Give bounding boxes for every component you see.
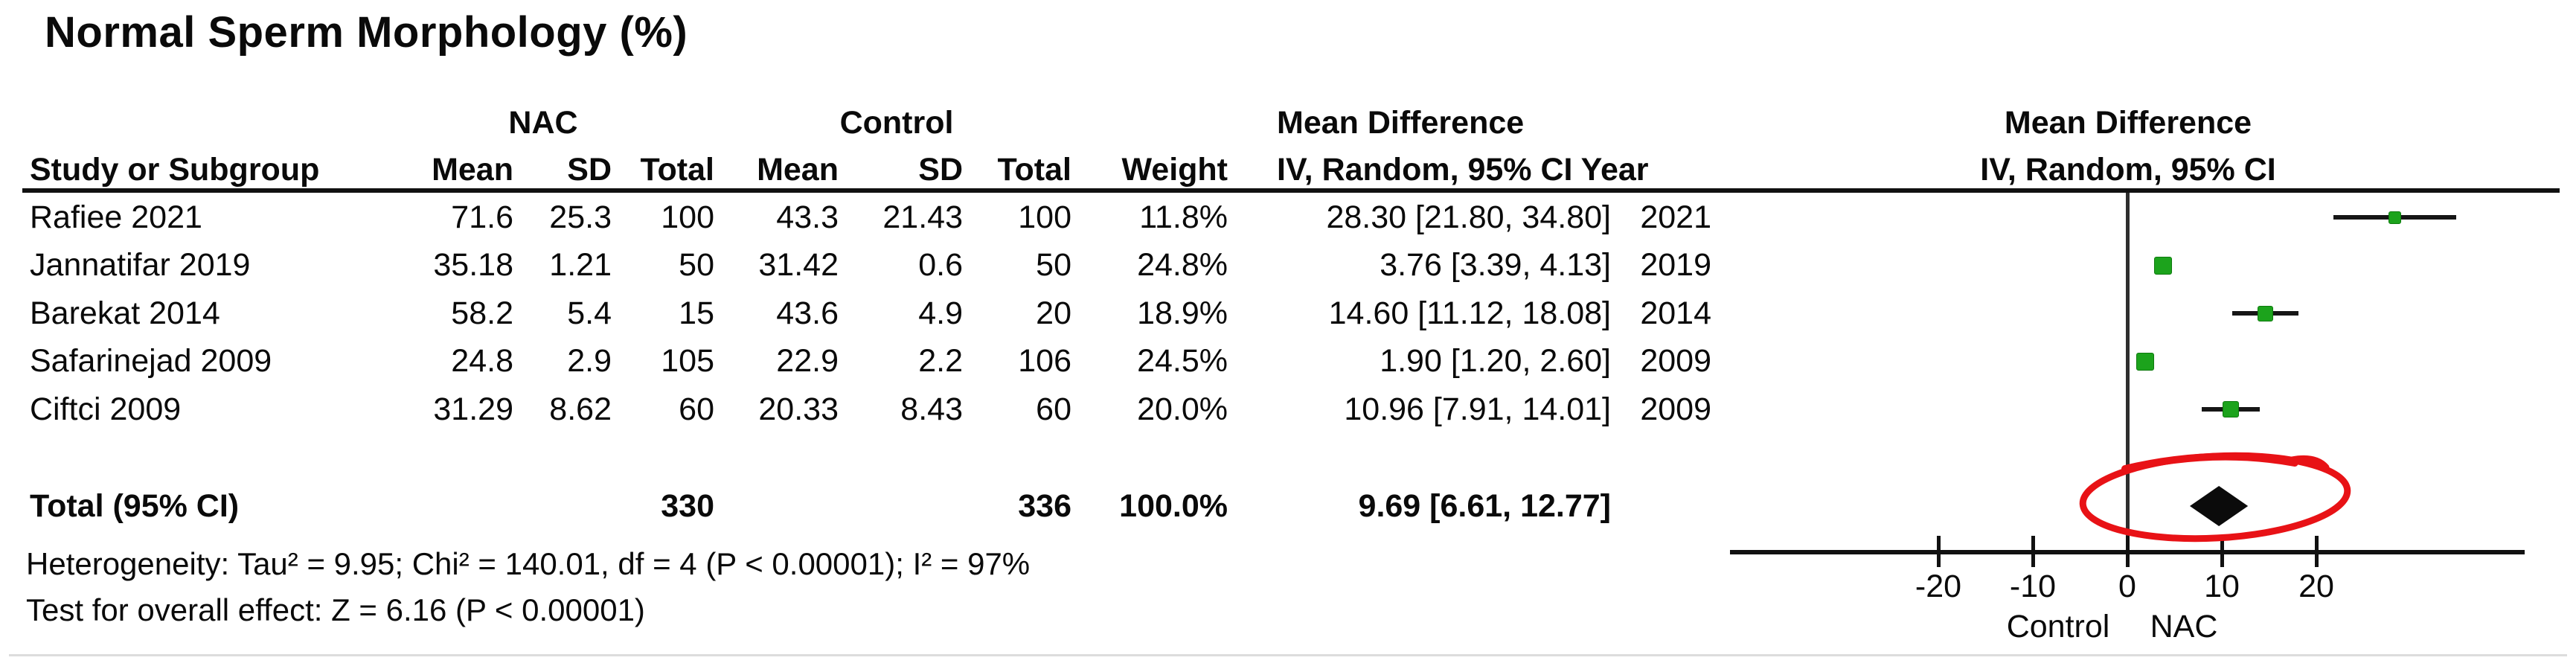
md-ci-value: 3.76 [3.39, 4.13] [1380, 247, 1611, 283]
control-sd-value: 21.43 [882, 199, 963, 235]
axis-left-label: Control [2006, 609, 2110, 644]
control-total-value: 100 [1018, 199, 1071, 235]
axis-tick-label: 10 [2204, 569, 2240, 604]
heterogeneity-text: Heterogeneity: Tau² = 9.95; Chi² = 140.0… [26, 546, 1031, 581]
total-md-ci: 9.69 [6.61, 12.77] [1358, 488, 1611, 524]
control-sd-value: 4.9 [918, 295, 963, 331]
x-axis-line [1730, 550, 2525, 554]
axis-tick-label: -20 [1915, 569, 1962, 604]
year-value: 2019 [1640, 247, 1711, 283]
nac-sd-value: 5.4 [567, 295, 612, 331]
control-mean-value: 20.33 [758, 391, 839, 427]
weight-value: 24.5% [1137, 343, 1228, 379]
nac-total-value: 15 [679, 295, 714, 331]
weight-value: 18.9% [1137, 295, 1228, 331]
col-header-nac-total: Total [640, 152, 714, 188]
nac-mean-value: 58.2 [451, 295, 513, 331]
control-sd-value: 2.2 [918, 343, 963, 379]
figure-title: Normal Sperm Morphology (%) [45, 8, 688, 57]
axis-tick-label: 0 [2118, 569, 2136, 604]
nac-mean-value: 35.18 [433, 247, 513, 283]
md-column-header-line2: IV, Random, 95% CI Year [1277, 152, 1649, 188]
study-label: Barekat 2014 [30, 295, 220, 331]
weight-value: 24.8% [1137, 247, 1228, 283]
col-header-control-total: Total [997, 152, 1071, 188]
red-annotation-circle [2079, 452, 2351, 543]
md-ci-value: 14.60 [11.12, 18.08] [1328, 295, 1611, 331]
control-total-value: 50 [1036, 247, 1071, 283]
control-total-value: 106 [1018, 343, 1071, 379]
figure-bottom-rule [9, 654, 2567, 656]
control-sd-value: 0.6 [918, 247, 963, 283]
study-label: Safarinejad 2009 [30, 343, 272, 379]
group-header-control: Control [839, 105, 954, 141]
nac-sd-value: 2.9 [567, 343, 612, 379]
nac-total-value: 100 [661, 199, 714, 235]
control-total-value: 60 [1036, 391, 1071, 427]
control-mean-value: 22.9 [776, 343, 839, 379]
col-header-control-sd: SD [918, 152, 963, 188]
group-header-nac: NAC [508, 105, 578, 141]
total-label: Total (95% CI) [30, 488, 240, 524]
col-header-weight: Weight [1121, 152, 1228, 188]
column-header-row: Study or Subgroup Mean SD Total Mean SD … [0, 151, 2576, 188]
table-row: Jannatifar 2019 35.18 1.21 50 31.42 0.6 … [0, 246, 2576, 284]
study-label: Jannatifar 2019 [30, 247, 251, 283]
nac-sd-value: 1.21 [549, 247, 612, 283]
total-nac-total: 330 [661, 488, 714, 524]
control-sd-value: 8.43 [900, 391, 963, 427]
col-header-nac-sd: SD [567, 152, 612, 188]
header-underline [22, 188, 2560, 193]
nac-mean-value: 31.29 [433, 391, 513, 427]
control-mean-value: 43.6 [776, 295, 839, 331]
nac-sd-value: 25.3 [549, 199, 612, 235]
year-value: 2014 [1640, 295, 1711, 331]
total-weight: 100.0% [1119, 488, 1228, 524]
nac-total-value: 105 [661, 343, 714, 379]
control-total-value: 20 [1036, 295, 1071, 331]
md-ci-value: 28.30 [21.80, 34.80] [1326, 199, 1611, 235]
study-label: Ciftci 2009 [30, 391, 182, 427]
nac-total-value: 60 [679, 391, 714, 427]
total-row: Total (95% CI) 330 336 100.0% 9.69 [6.61… [0, 487, 2576, 525]
control-mean-value: 43.3 [776, 199, 839, 235]
plot-header-line1: Mean Difference [2004, 105, 2252, 141]
nac-total-value: 50 [679, 247, 714, 283]
weight-value: 20.0% [1137, 391, 1228, 427]
col-header-study: Study or Subgroup [30, 152, 320, 188]
overall-effect-text: Test for overall effect: Z = 6.16 (P < 0… [26, 592, 645, 627]
zero-reference-line [2125, 193, 2130, 552]
col-header-nac-mean: Mean [432, 152, 513, 188]
nac-mean-value: 71.6 [451, 199, 513, 235]
table-row: Ciftci 2009 31.29 8.62 60 20.33 8.43 60 … [0, 391, 2576, 428]
axis-right-label: NAC [2150, 609, 2218, 644]
md-ci-value: 1.90 [1.20, 2.60] [1380, 343, 1611, 379]
weight-value: 11.8% [1139, 199, 1228, 235]
year-value: 2009 [1640, 343, 1711, 379]
md-ci-value: 10.96 [7.91, 14.01] [1344, 391, 1611, 427]
table-row: Safarinejad 2009 24.8 2.9 105 22.9 2.2 1… [0, 342, 2576, 380]
nac-sd-value: 8.62 [549, 391, 612, 427]
axis-tick-label: 20 [2298, 569, 2334, 604]
md-column-header-line1: Mean Difference [1277, 105, 1525, 141]
col-header-control-mean: Mean [757, 152, 839, 188]
year-value: 2009 [1640, 391, 1711, 427]
study-label: Rafiee 2021 [30, 199, 202, 235]
year-value: 2021 [1640, 199, 1711, 235]
total-control-total: 336 [1018, 488, 1071, 524]
axis-tick-label: -10 [2009, 569, 2057, 604]
table-row: Rafiee 2021 71.6 25.3 100 43.3 21.43 100… [0, 199, 2576, 236]
plot-header-line2: IV, Random, 95% CI [1980, 152, 2276, 188]
nac-mean-value: 24.8 [451, 343, 513, 379]
control-mean-value: 31.42 [758, 247, 839, 283]
table-row: Barekat 2014 58.2 5.4 15 43.6 4.9 20 18.… [0, 295, 2576, 332]
